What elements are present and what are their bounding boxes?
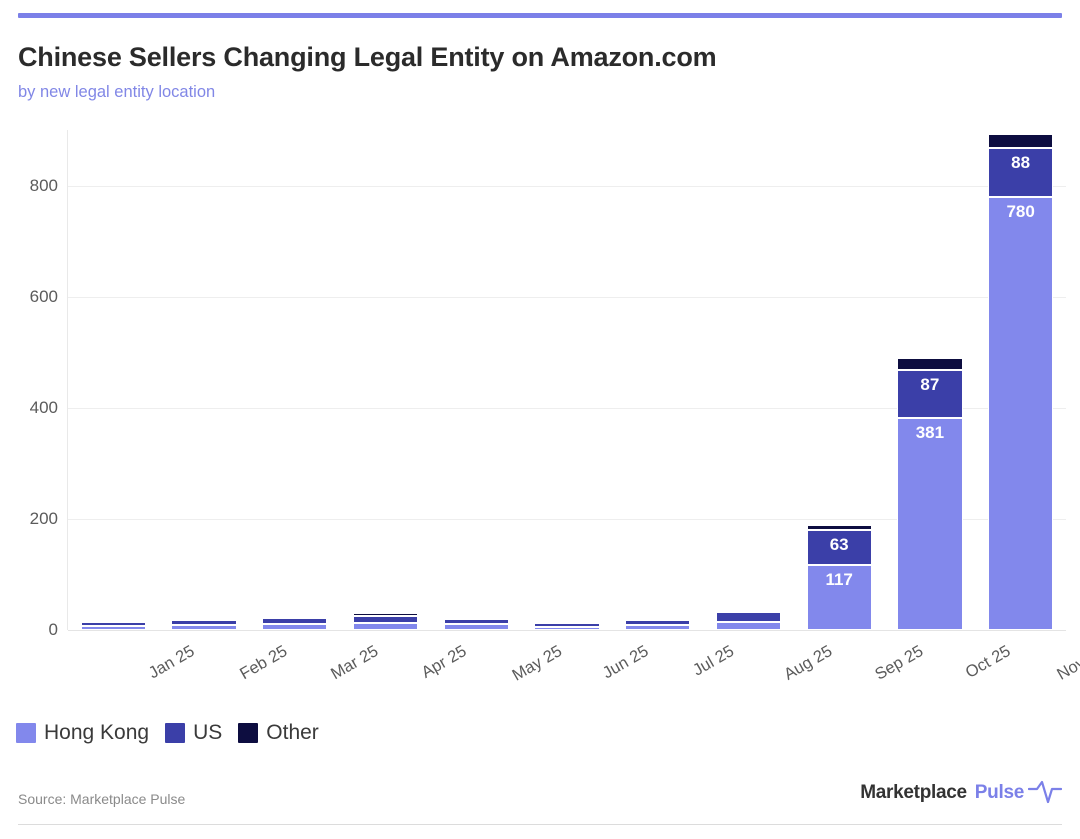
bar-segment[interactable] xyxy=(171,625,237,630)
y-axis-tick-label: 200 xyxy=(29,508,58,528)
x-axis-tick-label: Aug 25 xyxy=(781,642,836,684)
bar-segment[interactable] xyxy=(171,620,237,625)
bar-segment[interactable] xyxy=(715,612,782,623)
bar-column[interactable] xyxy=(534,130,600,630)
legend-label: US xyxy=(193,721,223,744)
bar-column[interactable] xyxy=(352,130,419,630)
bar-value-label: 88 xyxy=(1011,152,1031,172)
bar-column[interactable] xyxy=(715,130,782,630)
legend-item[interactable]: US xyxy=(165,720,222,746)
bar-column[interactable] xyxy=(443,130,509,630)
bar-segment[interactable] xyxy=(262,623,328,630)
bar-segment[interactable]: 780 xyxy=(987,196,1054,630)
footer-divider xyxy=(18,824,1062,825)
y-axis-tick-label: 0 xyxy=(48,620,58,639)
x-axis-tick-label: May 25 xyxy=(509,642,566,685)
y-axis-line xyxy=(67,130,68,630)
bar-column[interactable]: 780 88 xyxy=(987,130,1054,630)
bar-segment[interactable] xyxy=(80,621,146,627)
gridline xyxy=(68,518,1066,520)
bar-column[interactable] xyxy=(262,130,328,630)
y-axis-tick-label: 400 xyxy=(29,397,58,417)
brand-logo: Marketplace Pulse xyxy=(860,780,1062,806)
x-axis-tick-label: Mar 25 xyxy=(327,642,382,684)
bar-series: 117 63 381 87 780 88 xyxy=(68,130,1066,630)
bar-segment[interactable]: 87 xyxy=(897,370,963,419)
bar-segment[interactable] xyxy=(80,626,146,630)
bar-segment[interactable] xyxy=(625,620,691,625)
bar-segment[interactable]: 63 xyxy=(806,530,872,565)
legend-item[interactable]: Other xyxy=(238,720,319,746)
chart-subtitle: by new legal entity location xyxy=(18,83,216,101)
legend-swatch xyxy=(165,723,186,743)
gridline xyxy=(68,185,1066,187)
x-axis-tick-label: Sep 25 xyxy=(872,642,927,684)
bar-column[interactable]: 117 63 xyxy=(806,130,872,630)
legend-swatch xyxy=(16,723,36,743)
bar-column[interactable] xyxy=(171,130,237,630)
bar-segment[interactable] xyxy=(443,616,509,619)
pulse-line-icon xyxy=(1028,780,1062,806)
x-axis-tick-label: Oct 25 xyxy=(962,642,1014,682)
x-axis-labels: Jan 25 Feb 25 Mar 25 Apr 25 May 25 Jun 25 Jul … xyxy=(68,636,1080,706)
bar-column[interactable] xyxy=(625,130,691,630)
bar-segment[interactable] xyxy=(715,610,782,613)
bar-value-label: 381 xyxy=(915,423,945,443)
bar-segment[interactable]: 381 xyxy=(897,418,963,630)
bar-segment[interactable] xyxy=(171,618,237,620)
bar-segment[interactable] xyxy=(806,525,872,530)
legend-label: Other xyxy=(266,721,319,744)
bar-segment[interactable]: 117 xyxy=(806,565,872,630)
bar-segment[interactable] xyxy=(80,619,146,622)
y-axis-tick-label: 800 xyxy=(29,175,58,195)
bar-segment[interactable] xyxy=(352,622,419,630)
page-title: Chinese Sellers Changing Legal Entity on… xyxy=(18,42,717,72)
legend-swatch xyxy=(238,723,259,743)
legend-label: Hong Kong xyxy=(44,721,150,744)
x-axis-tick-label: Jan 25 xyxy=(145,642,198,683)
bar-segment[interactable] xyxy=(443,618,509,625)
brand-name-accent: Pulse xyxy=(974,782,1025,803)
bar-segment[interactable] xyxy=(897,358,963,370)
bar-segment[interactable] xyxy=(352,615,419,623)
source-note: Source: Marketplace Pulse xyxy=(18,791,186,807)
bar-segment[interactable] xyxy=(352,613,419,616)
bar-segment[interactable] xyxy=(715,622,782,630)
bar-segment[interactable] xyxy=(443,624,509,630)
bar-segment[interactable] xyxy=(534,621,600,624)
gridlines xyxy=(68,130,1066,650)
legend-item[interactable]: Hong Kong xyxy=(16,720,149,746)
bar-segment[interactable] xyxy=(987,133,1054,148)
bar-value-label: 63 xyxy=(829,535,849,554)
x-axis-tick-label: Jun 25 xyxy=(599,642,652,683)
brand-name-main: Marketplace xyxy=(860,782,967,803)
bar-column[interactable] xyxy=(80,130,146,630)
bar-column[interactable]: 381 87 xyxy=(897,130,963,630)
bar-value-label: 780 xyxy=(1006,201,1035,221)
x-axis-tick-label: Jul 25 xyxy=(689,642,737,680)
top-accent-rule xyxy=(18,13,1062,18)
bar-segment[interactable] xyxy=(625,618,691,620)
bar-segment[interactable] xyxy=(625,625,691,630)
gridline xyxy=(68,296,1066,298)
bar-segment[interactable] xyxy=(262,615,328,618)
chart-legend: Hong Kong US Other xyxy=(16,720,319,746)
x-axis-tick-label: Feb 25 xyxy=(236,642,291,684)
plot-area: 0 200 400 600 800 117 63 381 87 780 88 xyxy=(0,130,1080,650)
bar-value-label: 117 xyxy=(825,570,853,589)
bar-segment[interactable] xyxy=(534,623,600,627)
y-axis-tick-label: 600 xyxy=(29,286,58,306)
gridline xyxy=(68,630,1066,631)
x-axis-tick-label: Apr 25 xyxy=(418,642,470,682)
bar-segment[interactable] xyxy=(534,626,600,630)
gridline xyxy=(68,407,1066,409)
bar-value-label: 87 xyxy=(920,375,940,395)
bar-segment[interactable]: 88 xyxy=(987,147,1054,197)
y-axis-labels: 0 200 400 600 800 xyxy=(0,130,58,650)
bar-segment[interactable] xyxy=(262,617,328,624)
chart-header: Chinese Sellers Changing Legal Entity on… xyxy=(18,40,1058,104)
